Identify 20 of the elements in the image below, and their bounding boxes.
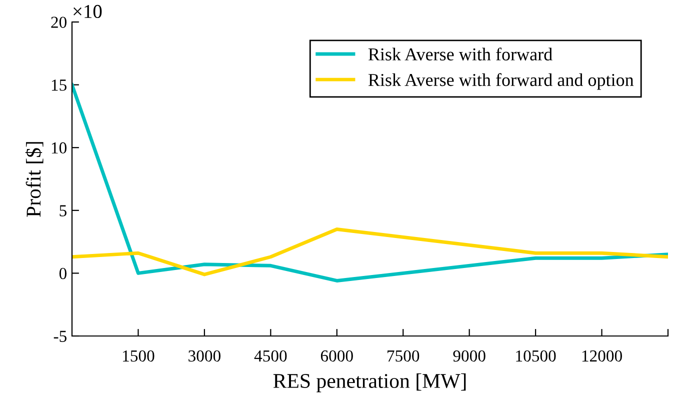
x-tick-label: 7500 (388, 350, 420, 362)
line-series (72, 228, 668, 276)
y-tick-label: 0 (59, 268, 67, 280)
x-tick-label: 10500 (516, 350, 556, 362)
x-tick-label: 4500 (254, 350, 287, 362)
y-tick-label: -5 (54, 330, 66, 342)
y-tick-label: 10 (52, 142, 67, 154)
y-tick-label: 20 (51, 16, 67, 28)
y-tick-label: 5 (60, 205, 66, 216)
x-tick-label: 12000 (582, 350, 622, 362)
x-tick-label: 6000 (320, 350, 353, 362)
x-tick-label: 9000 (453, 350, 486, 362)
x-tick-label: 1500 (123, 350, 154, 362)
x-tick-label: 3000 (188, 350, 220, 362)
y-axis-title: Profit [$] (25, 142, 44, 217)
y-tick-label: 15 (52, 80, 66, 91)
legend-label: Risk Averse with forward (368, 48, 552, 60)
text: ×10 (74, 4, 102, 18)
x-axis-title: RES penetration [MW] (273, 373, 466, 392)
legend-label: Risk Averse with forward and option (368, 73, 634, 90)
